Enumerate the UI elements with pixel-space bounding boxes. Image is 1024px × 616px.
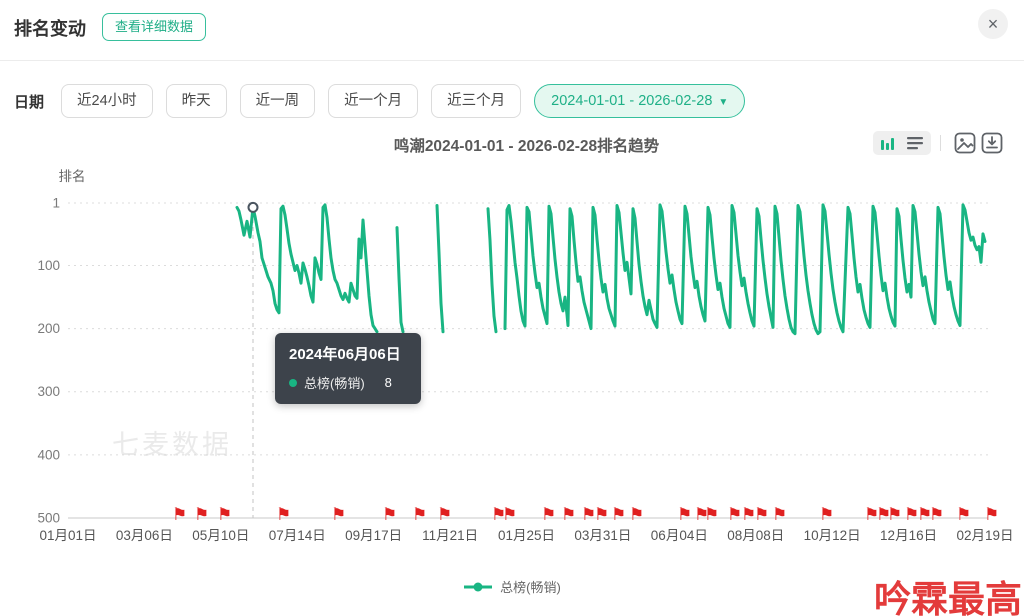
version-flag-icon[interactable]: ⚑ xyxy=(172,505,187,525)
rank-series-line xyxy=(435,204,445,334)
version-flag-icon[interactable]: ⚑ xyxy=(887,505,902,525)
x-axis-tick-label: 02月19日 xyxy=(956,528,1013,543)
filter-last-24h-button[interactable]: 近24小时 xyxy=(61,84,153,118)
y-axis-tick-label: 1 xyxy=(52,196,60,211)
list-view-icon[interactable] xyxy=(906,136,924,150)
version-flag-icon[interactable]: ⚑ xyxy=(276,505,291,525)
x-axis-tick-label: 05月10日 xyxy=(192,528,249,543)
x-axis-tick-label: 03月06日 xyxy=(116,528,173,543)
filter-yesterday-button[interactable]: 昨天 xyxy=(165,84,227,118)
version-flag-icon[interactable]: ⚑ xyxy=(594,505,609,525)
chart-type-toggle xyxy=(873,131,931,155)
version-flag-icon[interactable]: ⚑ xyxy=(611,505,626,525)
close-icon[interactable]: × xyxy=(978,9,1008,39)
x-axis-tick-label: 06月04日 xyxy=(651,528,708,543)
version-flag-icon[interactable]: ⚑ xyxy=(727,505,742,525)
version-flag-icon[interactable]: ⚑ xyxy=(904,505,919,525)
chevron-down-icon: ▼ xyxy=(718,97,729,108)
version-flag-icon[interactable]: ⚑ xyxy=(917,505,932,525)
version-flag-icon[interactable]: ⚑ xyxy=(956,505,971,525)
y-axis-tick-label: 400 xyxy=(37,447,60,462)
header-divider xyxy=(0,60,1024,61)
filter-last-month-button[interactable]: 近一个月 xyxy=(328,84,419,118)
y-axis-unit-label: 排名 xyxy=(59,169,86,184)
version-flag-icon[interactable]: ⚑ xyxy=(561,505,576,525)
date-filter-row: 日期 近24小时 昨天 近一周 近一个月 近三个月 2024-01-01 - 2… xyxy=(14,84,758,118)
x-axis-tick-label: 07月14日 xyxy=(269,528,326,543)
x-axis-tick-label: 03月31日 xyxy=(574,528,631,543)
rank-series-line xyxy=(486,207,498,334)
y-axis-tick-label: 300 xyxy=(37,384,60,399)
page-title: 排名变动 xyxy=(14,19,86,39)
version-flag-icon[interactable]: ⚑ xyxy=(491,505,506,525)
version-flag-icon[interactable]: ⚑ xyxy=(217,505,232,525)
x-axis-tick-label: 11月21日 xyxy=(422,528,478,543)
version-flag-icon[interactable]: ⚑ xyxy=(864,505,879,525)
y-axis-tick-label: 200 xyxy=(37,321,60,336)
date-range-picker-button[interactable]: 2024-01-01 - 2026-02-28 ▼ xyxy=(534,84,746,118)
series-dot-icon xyxy=(289,378,297,387)
y-axis-tick-label: 500 xyxy=(37,511,60,526)
hovered-data-point xyxy=(247,201,259,213)
y-axis-tick-label: 100 xyxy=(37,258,60,273)
legend-label: 总榜(畅销) xyxy=(500,580,561,595)
annotation-text: 吟霖最高 xyxy=(874,579,1022,616)
version-flag-icon[interactable]: ⚑ xyxy=(772,505,787,525)
legend-item-total-bestseller[interactable]: 总榜(畅销) xyxy=(463,577,561,596)
rank-series-line xyxy=(235,203,379,334)
date-filter-label: 日期 xyxy=(14,93,45,111)
version-flag-icon[interactable]: ⚑ xyxy=(929,505,944,525)
filter-last-week-button[interactable]: 近一周 xyxy=(239,84,316,118)
chart-title: 鸣潮2024-01-01 - 2026-02-28排名趋势 xyxy=(393,138,660,155)
date-range-value: 2024-01-01 - 2026-02-28 xyxy=(551,93,713,109)
tooltip-series-label: 总榜(畅销) xyxy=(304,376,365,391)
version-flag-icon[interactable]: ⚑ xyxy=(331,505,346,525)
x-axis-tick-label: 09月17日 xyxy=(345,528,402,543)
version-flag-icon[interactable]: ⚑ xyxy=(677,505,692,525)
version-flag-icon[interactable]: ⚑ xyxy=(694,505,709,525)
trend-chart-icon[interactable] xyxy=(880,135,896,151)
chart-legend: 总榜(畅销) xyxy=(0,577,1024,596)
download-icon[interactable] xyxy=(980,131,1004,155)
chart-toolbar xyxy=(873,131,1004,155)
export-image-icon[interactable] xyxy=(953,131,977,155)
chart-tooltip: 2024年06月06日 总榜(畅销) 8 xyxy=(275,333,421,404)
toolbar-divider xyxy=(940,135,941,151)
tooltip-series-value: 8 xyxy=(384,375,392,390)
version-flag-icon[interactable]: ⚑ xyxy=(541,505,556,525)
version-flag-icon[interactable]: ⚑ xyxy=(741,505,756,525)
x-axis-tick-label: 01月25日 xyxy=(498,528,555,543)
x-axis-tick-label: 12月16日 xyxy=(880,528,937,543)
version-flag-icon[interactable]: ⚑ xyxy=(819,505,834,525)
rank-series-line xyxy=(503,203,987,336)
tooltip-series-row: 总榜(畅销) 8 xyxy=(289,373,407,392)
version-flag-icon[interactable]: ⚑ xyxy=(984,505,999,525)
x-axis-tick-label: 10月12日 xyxy=(804,528,861,543)
rank-series-line xyxy=(395,226,405,334)
version-flag-icon[interactable]: ⚑ xyxy=(629,505,644,525)
view-detail-data-button[interactable]: 查看详细数据 xyxy=(102,13,207,41)
legend-line-marker-icon xyxy=(464,582,493,591)
version-flag-icon[interactable]: ⚑ xyxy=(412,505,427,525)
version-flag-icon[interactable]: ⚑ xyxy=(382,505,397,525)
version-flag-icon[interactable]: ⚑ xyxy=(502,505,517,525)
version-flag-icon[interactable]: ⚑ xyxy=(704,505,719,525)
version-flag-icon[interactable]: ⚑ xyxy=(876,505,891,525)
version-flag-icon[interactable]: ⚑ xyxy=(194,505,209,525)
version-flag-icon[interactable]: ⚑ xyxy=(437,505,452,525)
version-flag-icon[interactable]: ⚑ xyxy=(581,505,596,525)
x-axis-tick-label: 01月01日 xyxy=(39,528,96,543)
tooltip-date: 2024年06月06日 xyxy=(289,346,401,363)
x-axis-tick-label: 08月08日 xyxy=(727,528,784,543)
version-flag-icon[interactable]: ⚑ xyxy=(754,505,769,525)
filter-last-3-months-button[interactable]: 近三个月 xyxy=(431,84,522,118)
